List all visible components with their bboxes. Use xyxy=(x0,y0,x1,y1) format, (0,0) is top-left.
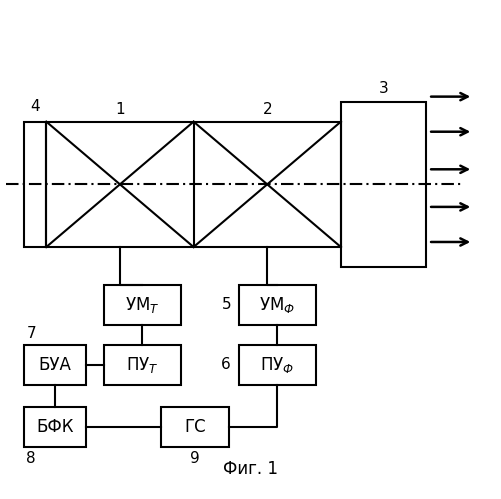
Text: 6: 6 xyxy=(221,357,230,372)
Text: ГС: ГС xyxy=(184,419,205,437)
FancyBboxPatch shape xyxy=(104,345,181,385)
Text: БФК: БФК xyxy=(36,419,74,437)
Text: УМ$_Ф$: УМ$_Ф$ xyxy=(259,294,295,315)
Text: 8: 8 xyxy=(26,452,36,467)
Text: 3: 3 xyxy=(378,81,387,96)
FancyBboxPatch shape xyxy=(24,345,86,385)
Text: 2: 2 xyxy=(262,102,272,117)
Text: ПУ$_Ф$: ПУ$_Ф$ xyxy=(260,355,294,375)
FancyBboxPatch shape xyxy=(238,345,315,385)
Text: 1: 1 xyxy=(115,102,125,117)
Text: Фиг. 1: Фиг. 1 xyxy=(223,460,278,478)
Text: 7: 7 xyxy=(26,326,36,341)
FancyBboxPatch shape xyxy=(24,122,46,247)
Text: 4: 4 xyxy=(30,99,40,114)
Text: ПУ$_Т$: ПУ$_Т$ xyxy=(126,355,158,375)
FancyBboxPatch shape xyxy=(340,102,425,267)
Text: 9: 9 xyxy=(189,452,199,467)
Text: 5: 5 xyxy=(221,297,230,312)
FancyBboxPatch shape xyxy=(238,284,315,325)
FancyBboxPatch shape xyxy=(161,407,228,448)
FancyBboxPatch shape xyxy=(24,407,86,448)
FancyBboxPatch shape xyxy=(104,284,181,325)
Text: БУА: БУА xyxy=(39,356,71,374)
Text: УМ$_Т$: УМ$_Т$ xyxy=(125,294,159,315)
